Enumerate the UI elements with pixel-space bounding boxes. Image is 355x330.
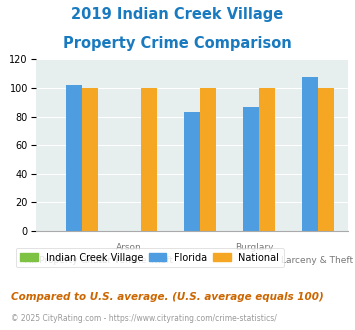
Bar (141, 88, 157, 231)
Bar (318, 88, 334, 231)
Text: Burglary: Burglary (235, 243, 273, 251)
Legend: Indian Creek Village, Florida, National: Indian Creek Village, Florida, National (16, 248, 284, 267)
Text: Larceny & Theft: Larceny & Theft (280, 256, 353, 265)
Bar (302, 77, 318, 231)
Text: 2019 Indian Creek Village: 2019 Indian Creek Village (71, 7, 284, 21)
Bar (243, 107, 259, 231)
Bar (259, 88, 275, 231)
Text: Compared to U.S. average. (U.S. average equals 100): Compared to U.S. average. (U.S. average … (11, 292, 323, 302)
Bar (184, 112, 200, 231)
Text: © 2025 CityRating.com - https://www.cityrating.com/crime-statistics/: © 2025 CityRating.com - https://www.city… (11, 314, 277, 323)
Text: All Property Crime: All Property Crime (26, 256, 108, 265)
Text: Motor Vehicle Theft: Motor Vehicle Theft (85, 256, 173, 265)
Text: Arson: Arson (116, 243, 142, 251)
Bar (200, 88, 215, 231)
Bar (66, 85, 82, 231)
Text: Property Crime Comparison: Property Crime Comparison (63, 36, 292, 51)
Bar (82, 88, 98, 231)
